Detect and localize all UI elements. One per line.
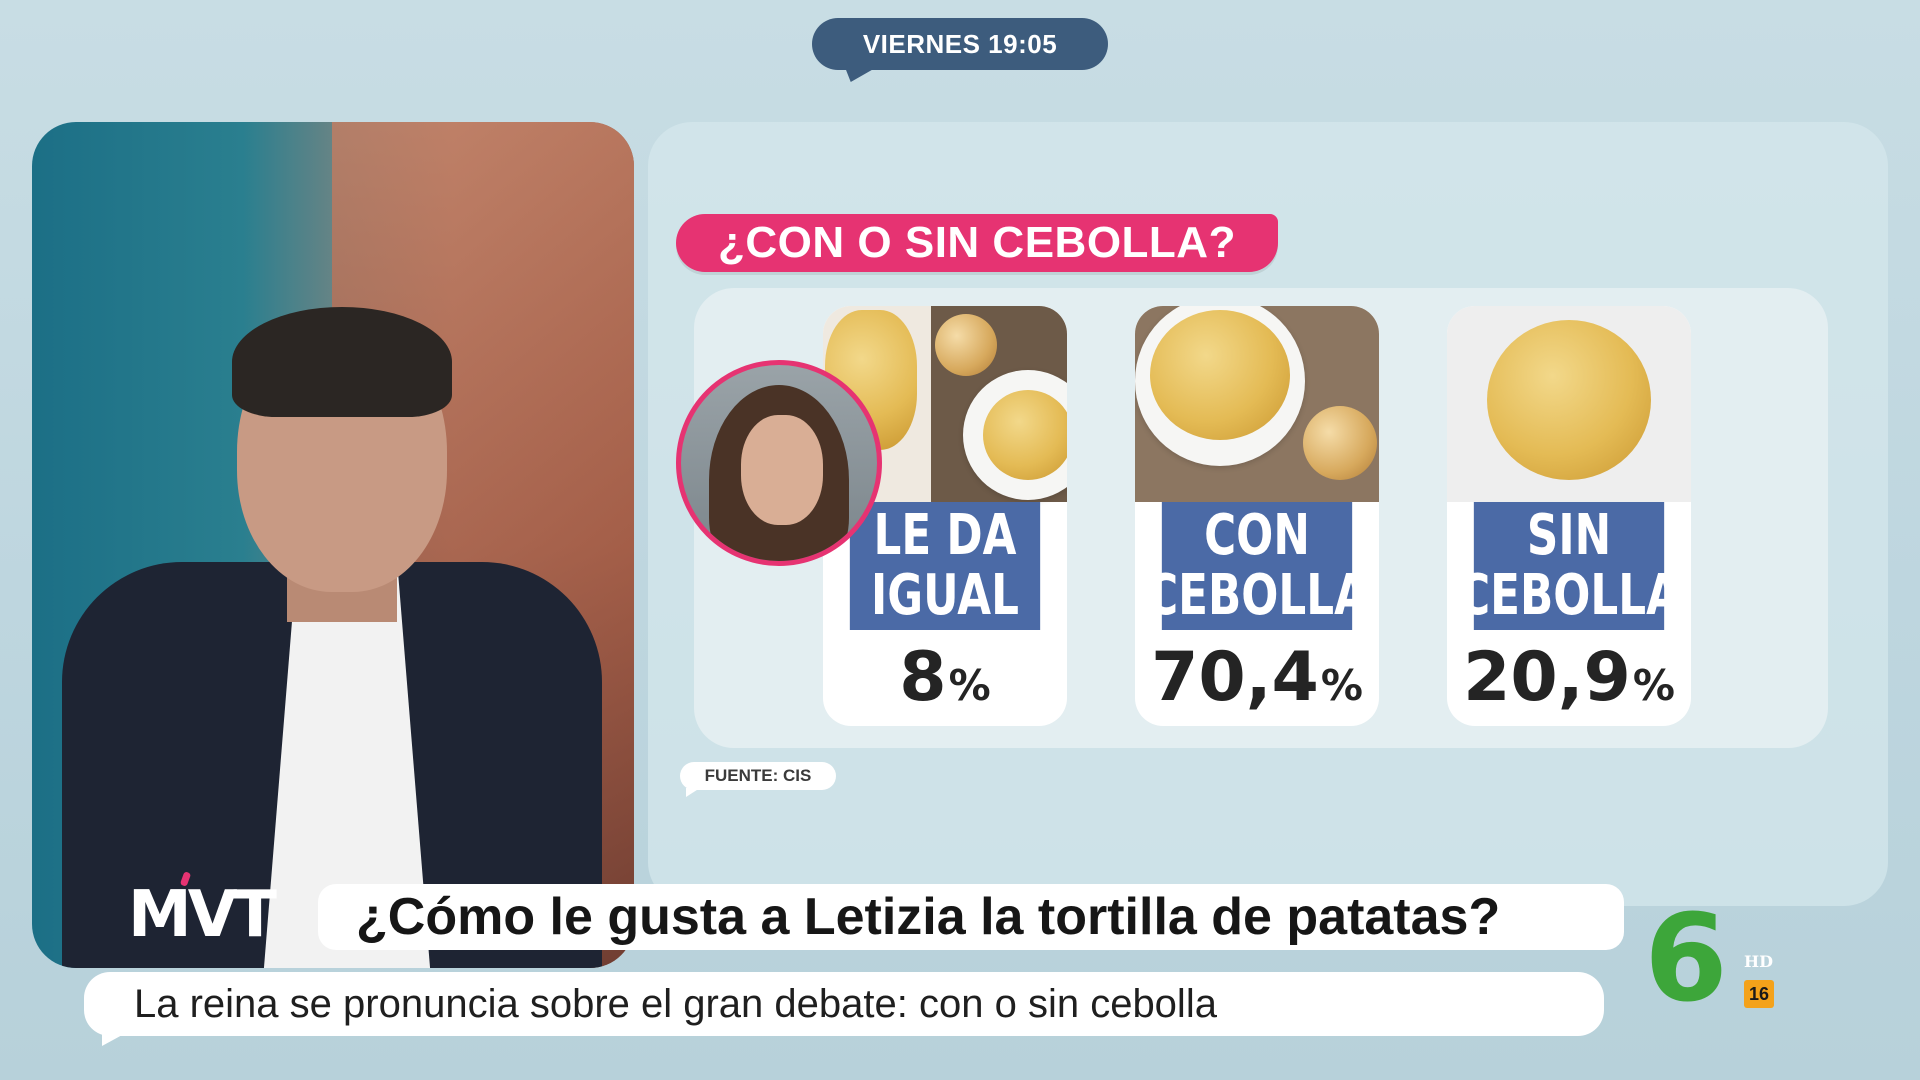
option-value: 70,4% — [1135, 630, 1379, 726]
option-value-number: 8 — [899, 638, 947, 717]
time-pill: VIERNES 19:05 — [812, 18, 1108, 82]
option-label: CON CEBOLLA — [1146, 502, 1368, 630]
program-logo-text: MVT — [128, 878, 277, 952]
time-label: VIERNES 19:05 — [862, 28, 1058, 59]
tortilla-photo — [1135, 306, 1379, 502]
tortilla-image — [983, 390, 1067, 480]
infographic-headline: ¿CON O SIN CEBOLLA? — [676, 214, 1278, 272]
tortilla-photo — [1447, 306, 1691, 502]
option-card-con-cebolla: CON CEBOLLA 70,4% — [1135, 306, 1379, 726]
option-card-sin-cebolla: SIN CEBOLLA 20,9% — [1447, 306, 1691, 726]
presenter-hair — [232, 307, 452, 417]
source-text: FUENTE: CIS — [704, 766, 812, 785]
avatar-face — [741, 415, 823, 525]
subtitle-tail — [102, 1034, 124, 1046]
option-label: SIN CEBOLLA — [1458, 502, 1680, 630]
option-value: 20,9% — [1447, 630, 1691, 726]
hd-badge: HD — [1744, 952, 1773, 971]
time-pill-tail — [838, 68, 876, 82]
tortilla-image — [1150, 310, 1290, 440]
lower-third-subtitle: La reina se pronuncia sobre el gran deba… — [84, 972, 1604, 1046]
subtitle-text: La reina se pronuncia sobre el gran deba… — [134, 982, 1217, 1026]
onion-image — [1303, 406, 1377, 480]
channel-logo-icon: 6 — [1644, 890, 1728, 1029]
lower-third-title: ¿Cómo le gusta a Letizia la tortilla de … — [318, 884, 1624, 950]
option-label-text: SIN CEBOLLA — [1458, 503, 1680, 628]
tortilla-image — [1487, 320, 1651, 480]
option-value-number: 70,4 — [1151, 638, 1319, 717]
onion-image — [935, 314, 997, 376]
option-label-text: CON CEBOLLA — [1146, 503, 1368, 628]
source-tail — [686, 788, 700, 797]
option-label: LE DA IGUAL — [849, 502, 1041, 630]
age-rating-badge: 16 — [1744, 980, 1774, 1008]
source-tag: FUENTE: CIS — [680, 762, 836, 797]
percent-sign: % — [1320, 661, 1363, 710]
percent-sign: % — [948, 661, 991, 710]
option-label-text: LE DA IGUAL — [871, 503, 1019, 628]
queen-avatar — [676, 360, 882, 566]
option-value: 8% — [823, 630, 1067, 726]
option-value-number: 20,9 — [1463, 638, 1631, 717]
presenter-video — [32, 122, 634, 968]
percent-sign: % — [1632, 661, 1675, 710]
program-logo: MVT — [128, 871, 278, 952]
